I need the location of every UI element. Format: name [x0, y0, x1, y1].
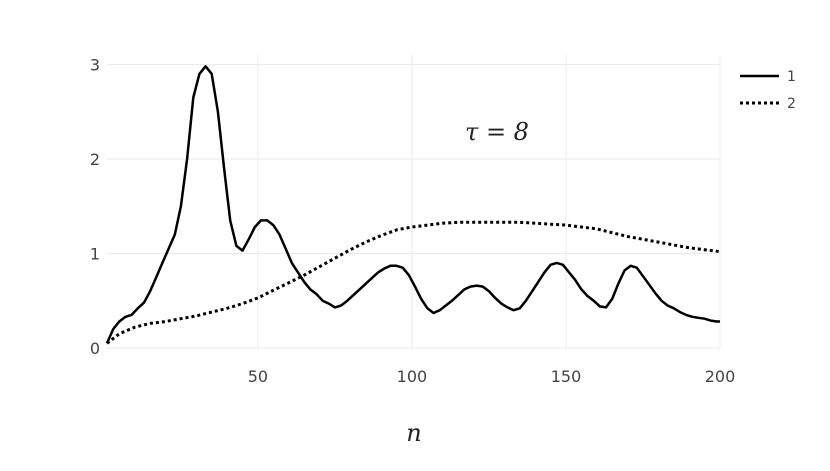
x-tick-label: 50	[248, 367, 268, 386]
y-tick-label: 0	[90, 339, 100, 358]
y-tick-label: 3	[90, 55, 100, 74]
x-tick-label: 150	[551, 367, 582, 386]
x-tick-label: 200	[705, 367, 736, 386]
legend: 12	[740, 69, 796, 112]
y-tick-label: 1	[90, 244, 100, 263]
x-axis-label: n	[406, 419, 421, 447]
series-line-2	[106, 220, 721, 345]
grid-lines	[107, 55, 721, 349]
legend-label: 1	[787, 69, 796, 85]
series-line-1	[105, 65, 720, 344]
y-tick-label: 2	[90, 150, 100, 169]
x-tick-label: 100	[397, 367, 428, 386]
tau-annotation: τ = 8	[465, 118, 529, 146]
series-lines	[105, 65, 721, 345]
axes: 50 100 150 200 0 1 2 3	[90, 55, 735, 386]
legend-label: 2	[787, 96, 796, 112]
